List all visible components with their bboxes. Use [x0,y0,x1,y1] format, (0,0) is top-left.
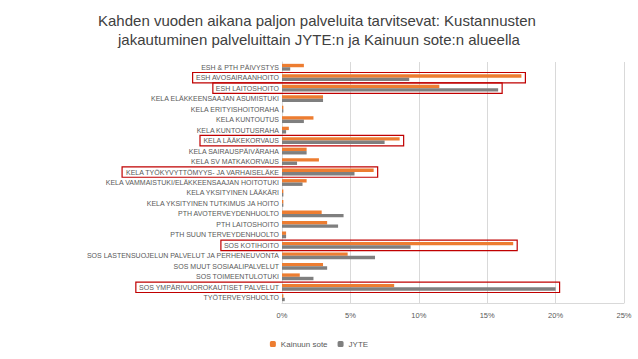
svg-text:KELA VAMMAISTUKI/ELÄKKEENSAAJA: KELA VAMMAISTUKI/ELÄKKEENSAAJAN HOITOTUK… [106,179,279,186]
svg-text:PTH AVOTERVEYDENHUOLTO: PTH AVOTERVEYDENHUOLTO [178,210,280,217]
svg-text:25%: 25% [616,311,631,320]
svg-text:ESH AVOSAIRAANHOITO: ESH AVOSAIRAANHOITO [196,74,280,81]
svg-text:Kainuun sote: Kainuun sote [281,340,328,349]
svg-text:jakautuminen palveluittain JYT: jakautuminen palveluittain JYTE:n ja Kai… [117,31,521,48]
svg-text:JYTE: JYTE [349,340,369,349]
svg-text:SOS LASTENSUOJELUN PALVELUT JA: SOS LASTENSUOJELUN PALVELUT JA PERHENEUV… [87,252,279,259]
svg-text:PTH LAITOSHOITO: PTH LAITOSHOITO [216,221,279,228]
svg-text:SOS TOIMEENTULOTUKI: SOS TOIMEENTULOTUKI [196,273,279,280]
svg-text:10%: 10% [411,311,426,320]
svg-text:KELA YKSITYINEN LÄÄKÄRI: KELA YKSITYINEN LÄÄKÄRI [187,189,280,196]
svg-text:20%: 20% [548,311,563,320]
svg-text:KELA KUNTOUTUS: KELA KUNTOUTUS [216,116,279,123]
svg-text:KELA LÄÄKEKORVAUS: KELA LÄÄKEKORVAUS [203,137,279,144]
svg-text:PTH SUUN TERVEYDENHUOLTO: PTH SUUN TERVEYDENHUOLTO [170,231,279,238]
svg-text:KELA SAIRAUSPÄIVÄRAHA: KELA SAIRAUSPÄIVÄRAHA [189,148,280,155]
svg-text:SOS KOTIHOITO: SOS KOTIHOITO [224,242,280,249]
svg-text:SOS MUUT SOSIAALIPALVELUT: SOS MUUT SOSIAALIPALVELUT [174,263,280,270]
svg-text:KELA YKSITYINEN TUTKIMUS JA HO: KELA YKSITYINEN TUTKIMUS JA HOITO [147,200,280,207]
svg-text:KELA SV MATKAKORVAUS: KELA SV MATKAKORVAUS [191,158,279,165]
svg-text:5%: 5% [345,311,356,320]
svg-text:0%: 0% [277,311,288,320]
svg-text:TYÖTERVEYSHUOLTO: TYÖTERVEYSHUOLTO [204,294,280,301]
svg-text:SOS YMPÄRIVUOROKAUTISET PALVEL: SOS YMPÄRIVUOROKAUTISET PALVELUT [139,284,280,291]
svg-text:KELA ERITYISHOITORAHA: KELA ERITYISHOITORAHA [191,106,280,113]
svg-text:KELA TYÖKYVYTTÖMYYS- JA VARHAI: KELA TYÖKYVYTTÖMYYS- JA VARHAISELÄKE [126,169,279,176]
svg-text:KELA ELÄKKEENSAAJAN ASUMISTUKI: KELA ELÄKKEENSAAJAN ASUMISTUKI [151,95,279,102]
svg-text:ESH LAITOSHOITO: ESH LAITOSHOITO [216,85,280,92]
svg-text:Kahden vuoden aikana paljon pa: Kahden vuoden aikana paljon palveluita t… [98,12,540,29]
svg-text:ESH & PTH PÄIVYSTYS: ESH & PTH PÄIVYSTYS [201,64,279,71]
svg-text:15%: 15% [480,311,495,320]
svg-text:KELA KUNTOUTUSRAHA: KELA KUNTOUTUSRAHA [197,127,280,134]
